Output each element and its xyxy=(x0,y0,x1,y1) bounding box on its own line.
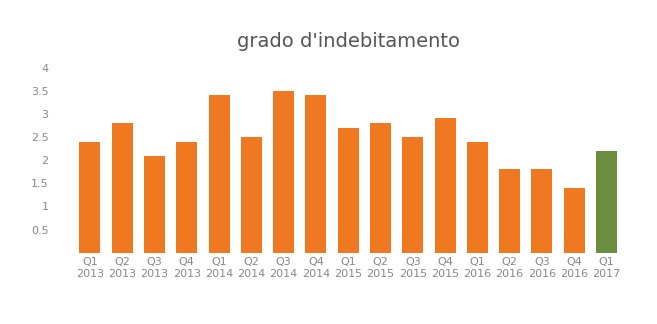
Bar xyxy=(306,95,327,253)
Bar xyxy=(532,169,553,253)
Bar xyxy=(370,123,391,253)
Bar xyxy=(338,128,359,253)
Bar xyxy=(176,142,197,253)
Bar xyxy=(499,169,520,253)
Bar xyxy=(144,156,165,253)
Title: grado d'indebitamento: grado d'indebitamento xyxy=(237,32,460,51)
Bar xyxy=(241,137,262,253)
Bar xyxy=(208,95,229,253)
Bar xyxy=(79,142,101,253)
Bar xyxy=(273,91,294,253)
Bar xyxy=(434,119,455,253)
Bar xyxy=(402,137,423,253)
Bar xyxy=(467,142,488,253)
Bar xyxy=(112,123,133,253)
Bar xyxy=(596,151,617,253)
Bar xyxy=(564,188,585,253)
